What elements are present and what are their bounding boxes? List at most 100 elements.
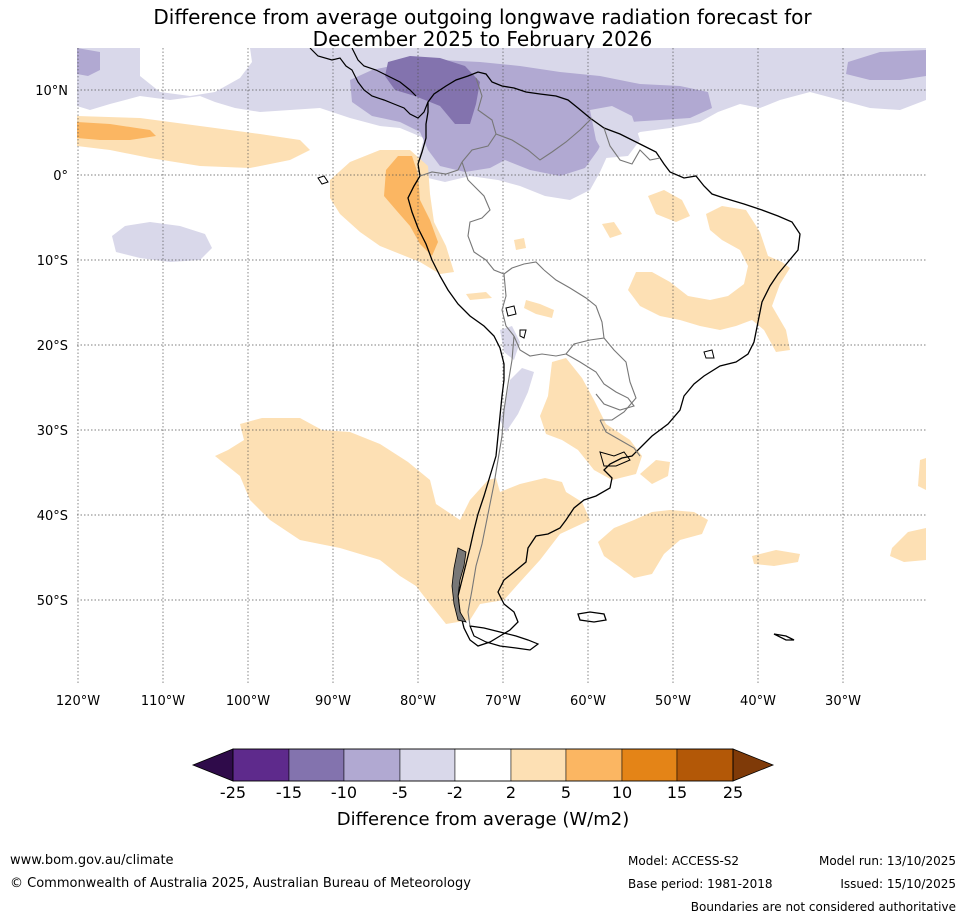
lat-label-40s: 40°S xyxy=(37,509,68,524)
border-venezuela-brazil xyxy=(495,117,593,161)
colorbar-swatch-6 xyxy=(510,748,567,782)
colorbar-arrow-low xyxy=(191,748,234,782)
map-area xyxy=(77,48,926,684)
graticule xyxy=(77,48,926,684)
anomaly-region-light-orange-argentina xyxy=(540,358,642,480)
border-ecuador-peru xyxy=(419,161,463,177)
map-title-line2: December 2025 to February 2026 xyxy=(312,27,653,51)
river-plate-estuary xyxy=(599,451,631,467)
lat-label-0: 0° xyxy=(53,169,68,184)
coastline-chile-islands xyxy=(451,547,467,623)
coastline-tierra-del-fuego xyxy=(469,625,540,651)
latitude-labels: 10°N 0° 10°S 20°S 30°S 40°S 50°S xyxy=(35,84,68,609)
lagoon-patos xyxy=(703,349,715,359)
colorbar-swatch-2 xyxy=(288,748,345,782)
anomaly-region-light-orange-atlantic-east xyxy=(752,550,800,566)
coastline-central-america xyxy=(309,48,429,119)
lat-label-10n: 10°N xyxy=(35,84,68,99)
lon-label-40w: 40°W xyxy=(740,694,776,709)
colorbar-tick-5: -2 xyxy=(447,783,463,802)
anomaly-region-light-orange-uruguay xyxy=(640,460,670,484)
border-bolivia-peru xyxy=(501,273,515,337)
colorbar-tick-7: 5 xyxy=(561,783,571,802)
border-bolivia-brazil xyxy=(543,269,605,355)
coastline-falklands xyxy=(577,611,607,623)
lon-label-80w: 80°W xyxy=(400,694,436,709)
colorbar-tick-6: 2 xyxy=(506,783,516,802)
colorbar-swatch-5 xyxy=(454,748,512,782)
anomaly-region-light-purple-bolivia xyxy=(500,326,520,360)
anomaly-region-light-orange-tiny xyxy=(466,292,492,300)
map-title-line1: Difference from average outgoing longwav… xyxy=(153,5,812,29)
border-uruguay xyxy=(599,419,641,457)
border-bolivia-chile-argentina xyxy=(513,335,567,357)
border-guiana xyxy=(603,127,661,165)
colorbar-swatch-9 xyxy=(676,748,734,782)
footer-copyright: © Commonwealth of Australia 2025, Austra… xyxy=(10,876,471,891)
footer-issued: Issued: 15/10/2025 xyxy=(840,877,956,891)
colorbar-frame xyxy=(232,748,734,782)
colorbar-arrow-high xyxy=(732,748,775,782)
anomaly-region-orange-equatorial xyxy=(77,122,156,140)
lon-label-70w: 70°W xyxy=(485,694,521,709)
border-argentina-brazil xyxy=(600,337,637,421)
footer-url: www.bom.gov.au/climate xyxy=(10,853,174,868)
lat-label-50s: 50°S xyxy=(37,594,68,609)
coastline-south-georgia xyxy=(773,633,795,641)
colorbar-swatch-8 xyxy=(621,748,678,782)
anomaly-region-light-orange-far-east xyxy=(890,528,926,562)
colorbar-tick-3: -10 xyxy=(331,783,357,802)
colorbar-swatch-7 xyxy=(565,748,623,782)
footer-model-run: Model run: 13/10/2025 xyxy=(818,854,956,868)
anomaly-region-light-orange-amazon xyxy=(514,238,526,250)
colorbar-tick-4: -5 xyxy=(392,783,408,802)
lon-label-90w: 90°W xyxy=(315,694,351,709)
coastline-south-america xyxy=(407,71,801,647)
anomaly-region-light-purple-west xyxy=(112,222,212,262)
anomaly-region-dark-purple xyxy=(385,56,480,124)
colorbar-swatch-4 xyxy=(399,748,456,782)
lat-label-20s: 20°S xyxy=(37,339,68,354)
lon-label-100w: 100°W xyxy=(226,694,270,709)
coastline-galapagos xyxy=(317,175,329,185)
lon-label-110w: 110°W xyxy=(141,694,185,709)
lake-titicaca xyxy=(505,305,517,317)
lat-label-10s: 10°S xyxy=(37,254,68,269)
anomaly-region-light-orange-para xyxy=(648,190,690,222)
lat-label-30s: 30°S xyxy=(37,424,68,439)
lon-label-60w: 60°W xyxy=(570,694,606,709)
anomaly-region-medium-purple-east xyxy=(846,50,926,80)
footer-disclaimer: Boundaries are not considered authoritat… xyxy=(690,900,956,914)
colorbar-tick-9: 15 xyxy=(667,783,687,802)
colorbar-tick-10: 25 xyxy=(723,783,743,802)
anomaly-region-light-orange-small xyxy=(602,222,622,238)
coastline-caribbean xyxy=(351,48,417,97)
anomaly-region-orange-peru xyxy=(384,156,438,256)
anomaly-region-light-orange-brazil xyxy=(628,206,790,352)
lon-label-30w: 30°W xyxy=(825,694,861,709)
colorbar-title: Difference from average (W/m2) xyxy=(337,809,629,830)
anomaly-region-light-orange-bolivia xyxy=(524,300,554,318)
border-peru-brazil xyxy=(461,161,545,275)
lake-poopo xyxy=(519,329,527,339)
longitude-labels: 120°W 110°W 100°W 90°W 80°W 70°W 60°W 50… xyxy=(56,694,861,709)
colorbar-tick-2: -15 xyxy=(276,783,302,802)
colorbar-tick-8: 10 xyxy=(612,783,632,802)
anomaly-region-light-orange-south-pacific xyxy=(215,418,590,624)
anomaly-region-medium-purple-west xyxy=(77,48,100,76)
lon-label-120w: 120°W xyxy=(56,694,100,709)
neutral-region-northwest xyxy=(140,48,252,96)
colorbar-swatch-3 xyxy=(343,748,401,782)
colorbar-tick-1: -25 xyxy=(220,783,246,802)
footer-model: Model: ACCESS-S2 xyxy=(628,854,740,868)
colorbar-swatch-1 xyxy=(232,748,290,782)
colorbar: -25 -15 -10 -5 -2 2 5 10 15 25 Differenc… xyxy=(191,748,775,830)
border-paraguay xyxy=(565,353,635,411)
country-borders xyxy=(419,77,661,627)
border-chile-argentina xyxy=(467,335,515,627)
border-colombia-venezuela xyxy=(461,77,497,163)
anomaly-region-light-purple-andes xyxy=(500,368,534,432)
lon-label-50w: 50°W xyxy=(655,694,691,709)
anomaly-region-light-orange-atlantic xyxy=(598,510,708,578)
